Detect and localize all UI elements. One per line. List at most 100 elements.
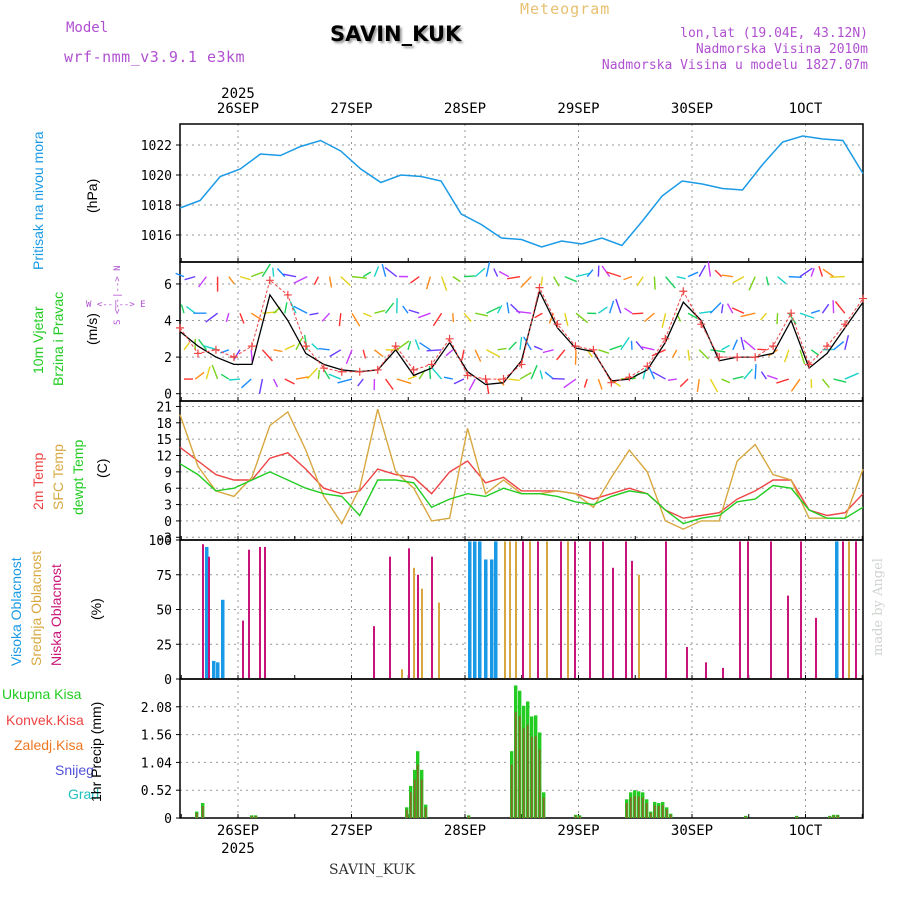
precip-convective-bar	[653, 805, 656, 818]
wind-arrow	[844, 335, 850, 350]
wind-arrow	[698, 264, 707, 277]
precip-label-snow: Snijeg	[55, 762, 94, 778]
cloud-bar-low	[602, 541, 604, 679]
precip-convective-bar	[201, 806, 204, 818]
y-tick-label: 1018	[141, 199, 172, 214]
wind-arrow	[205, 312, 219, 323]
cloud-bar-mid	[848, 541, 850, 679]
wind-gust-marker	[643, 362, 652, 371]
wind-arrow	[385, 378, 394, 391]
cloud-bar-low	[855, 541, 857, 679]
wind-arrow	[485, 261, 491, 277]
cloud-bar-low	[631, 560, 633, 679]
cloud-bar-low	[705, 662, 707, 679]
cloud-bar-high	[205, 546, 209, 679]
wind-gust-marker	[679, 287, 688, 296]
cloud-bar-low	[408, 548, 410, 679]
cloud-bar-mid	[421, 588, 423, 679]
wind-gust-marker	[355, 367, 364, 376]
wind-arrow	[760, 312, 767, 321]
wind-gust-marker	[841, 320, 850, 329]
wind-arrow	[338, 313, 342, 327]
wind-gust-marker	[211, 345, 220, 354]
precip-label-convective: Konvek.Kisa	[6, 712, 84, 728]
wind-arrow	[788, 275, 802, 278]
model-elevation-info: Nadmorska Visina u modelu 1827.07m	[601, 58, 868, 73]
y-tick-label: 1.04	[141, 756, 172, 771]
wind-arrow	[720, 304, 724, 314]
wind-gust-marker	[229, 353, 238, 362]
wind-arrow	[687, 312, 698, 320]
wind-arrow	[329, 349, 342, 358]
wind-arrow	[530, 364, 538, 380]
wind-arrow	[732, 375, 744, 380]
wind-arrow	[652, 371, 666, 380]
wind-arrow	[574, 349, 577, 365]
wind-arrow	[699, 310, 713, 314]
wind-arrow	[542, 349, 554, 354]
wind-arrow	[184, 275, 196, 281]
wind-gust-marker	[535, 283, 544, 292]
wind-gust-marker	[337, 367, 346, 376]
wind-gust-marker	[553, 320, 562, 329]
wind-arrow	[748, 276, 756, 291]
precip-convective-bar	[534, 735, 537, 818]
wind-arrow	[497, 347, 507, 351]
wind-arrow	[519, 336, 523, 350]
wind-arrow	[417, 312, 431, 319]
wind-arrow	[309, 312, 319, 316]
precip-convective-bar	[413, 779, 416, 818]
wind-arrow	[272, 267, 275, 277]
wind-arrow	[563, 378, 577, 389]
wind-arrow	[463, 275, 476, 278]
wind-arrow	[328, 373, 342, 380]
precip-convective-bar	[526, 724, 529, 818]
wind-arrow	[520, 276, 532, 288]
bottom-day-label: 1OCT	[789, 823, 823, 839]
y-tick-label: 6	[164, 482, 172, 497]
wind-arrow	[496, 304, 503, 314]
y-tick-label: 9	[164, 466, 172, 481]
cloud-bar-low	[815, 617, 817, 679]
cloud-bar-low	[259, 546, 261, 679]
wind-arrow	[396, 340, 410, 351]
wind-gust-marker	[805, 360, 814, 369]
wind-arrow	[799, 312, 815, 319]
precip-convective-bar	[530, 736, 533, 818]
wind-arrow	[597, 378, 603, 390]
precip-convective-bar	[420, 779, 423, 818]
wind-arrow	[721, 378, 731, 384]
y-tick-label: 0	[164, 812, 172, 827]
precip-convective-bar	[633, 795, 636, 818]
wind-arrow	[340, 276, 351, 287]
precip-convective-bar	[744, 816, 747, 818]
wind-arrow	[710, 349, 726, 353]
wind-arrow	[623, 275, 633, 281]
cloud-bar-low	[202, 544, 204, 679]
cloud-bar-mid	[638, 574, 640, 679]
wind-arrow	[241, 378, 252, 389]
precip-convective-bar	[625, 803, 628, 818]
precip-convective-bar	[665, 809, 668, 818]
wind-arrow	[508, 341, 517, 351]
wind-gust-marker	[391, 342, 400, 351]
precip-convective-bar	[836, 815, 839, 818]
cloud-bar-high	[835, 541, 839, 679]
wind-arrow	[385, 302, 395, 314]
wind-arrow	[707, 261, 712, 277]
wind-arrow	[175, 272, 185, 278]
wind-gust-marker	[427, 360, 436, 369]
wind-arrow	[653, 276, 656, 290]
cloud-bar-low	[537, 541, 539, 679]
bottom-year-label: 2025	[221, 841, 255, 857]
wind-arrow	[228, 276, 235, 285]
wind-arrow	[452, 276, 461, 283]
bottom-day-label: 29SEP	[557, 823, 599, 839]
wind-arrow	[493, 268, 499, 277]
wind-arrow	[648, 366, 656, 380]
wind-gust-marker	[463, 371, 472, 380]
wind-arrow	[598, 349, 610, 354]
wind-arrow	[351, 275, 367, 279]
precip-label-total: Ukupna Kisa	[2, 686, 82, 702]
cloud-bar-high	[216, 662, 220, 679]
